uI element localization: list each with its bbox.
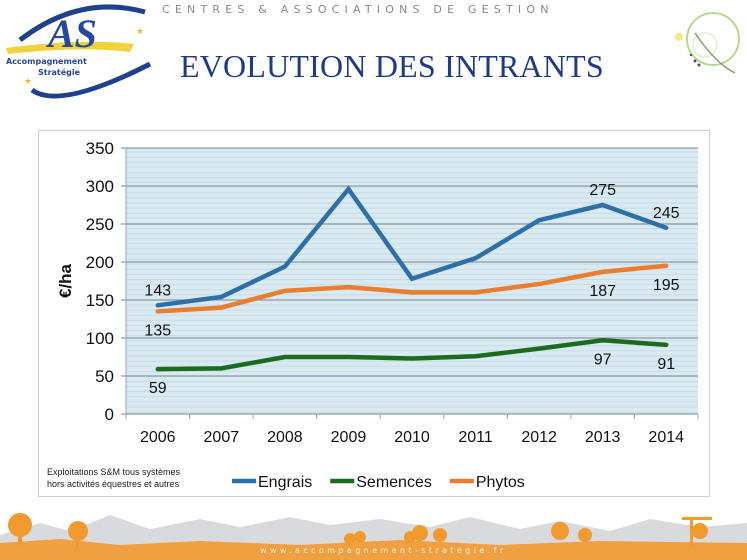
logo-line1: Accompagnement xyxy=(6,57,87,66)
logo-line2: Stratégie xyxy=(38,67,81,77)
star-icon: ★ xyxy=(24,76,32,86)
y-tick-label: 50 xyxy=(95,367,114,386)
y-tick-label: 0 xyxy=(105,405,114,424)
y-tick-label: 200 xyxy=(86,253,114,272)
x-tick-label: 2014 xyxy=(648,429,684,446)
y-tick-label: 250 xyxy=(86,215,114,234)
logo-swoosh-top xyxy=(18,4,146,42)
data-label: 195 xyxy=(653,277,680,294)
x-tick-label: 2010 xyxy=(394,429,430,446)
y-tick-label: 150 xyxy=(86,291,114,310)
logo-swoosh-bottom xyxy=(30,61,152,99)
data-label: 187 xyxy=(589,283,616,300)
star-icon: ★ xyxy=(136,26,144,36)
data-label: 275 xyxy=(589,182,616,199)
footer-landscape-banner xyxy=(0,513,747,560)
x-tick-label: 2007 xyxy=(204,429,240,446)
y-tick-label: 300 xyxy=(86,177,114,196)
x-tick-label: 2006 xyxy=(140,429,176,446)
legend-label-semences: Semences xyxy=(356,474,432,491)
data-label: 97 xyxy=(594,351,612,368)
data-label: 91 xyxy=(657,356,675,373)
x-tick-label: 2013 xyxy=(585,429,621,446)
y-tick-label: 350 xyxy=(86,139,114,158)
x-tick-label: 2008 xyxy=(267,429,303,446)
footer-url: www.accompagnement-strategie.fr xyxy=(260,546,507,555)
data-label: 135 xyxy=(144,322,171,339)
x-tick-label: 2009 xyxy=(331,429,367,446)
logo-yellow-band xyxy=(6,41,134,54)
footnote-line2: hors activités équestres et autres xyxy=(47,479,180,489)
x-tick-label: 2011 xyxy=(458,429,493,446)
line-chart: 0 50 100 150 200 250 300 350 2006 2007 2008 2009 201… xyxy=(56,139,699,491)
floral-swirl-decoration xyxy=(675,12,740,74)
slide-title: EVOLUTION DES INTRANTS xyxy=(180,48,604,84)
data-label: 245 xyxy=(653,205,680,222)
accompagnement-strategie-logo: AS Accompagnement Stratégie ★ ★ xyxy=(6,4,152,99)
y-tick-label: 100 xyxy=(86,329,114,348)
logo-as-text: AS xyxy=(45,11,97,56)
header-tagline: CENTRES & ASSOCIATIONS DE GESTION xyxy=(162,3,554,16)
data-label: 143 xyxy=(144,282,171,299)
y-axis-label: €/ha xyxy=(56,263,75,298)
footnote-line1: Exploitations S&M tous systèmes xyxy=(47,467,181,477)
data-label: 59 xyxy=(149,380,167,397)
legend-label-engrais: Engrais xyxy=(258,474,312,491)
legend-label-phytos: Phytos xyxy=(476,474,525,491)
chart-container: 0 50 100 150 200 250 300 350 2006 2007 2008 2009 201… xyxy=(38,130,710,497)
x-tick-label: 2012 xyxy=(521,429,557,446)
chart-footnote: Exploitations S&M tous systèmes hors act… xyxy=(47,466,180,490)
